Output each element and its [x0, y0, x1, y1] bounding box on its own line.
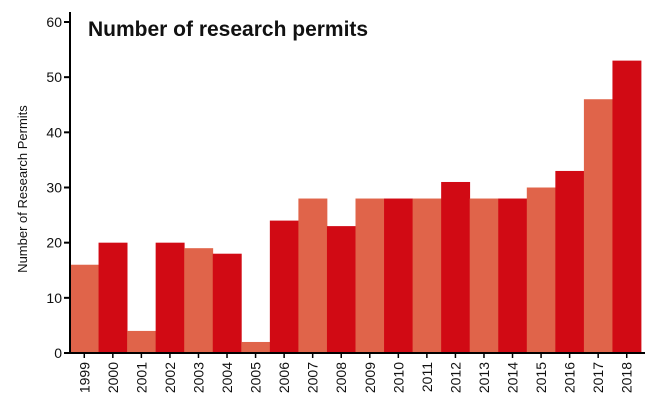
- x-tick-label-2009: 2009: [362, 362, 378, 393]
- y-tick-label: 20: [46, 235, 62, 251]
- y-ticks-group: 0 10 20 30 40 50 60: [46, 14, 70, 361]
- bar-2002: [155, 242, 185, 353]
- bar-2004: [212, 253, 242, 353]
- y-axis-label: Number of Research Permits: [15, 105, 30, 273]
- x-ticks-group: 1999 2000 2001 2002 2003 2004 2005 2006 2007 2008…: [76, 353, 635, 393]
- y-tick-label: 30: [46, 180, 62, 196]
- bar-2009: [355, 198, 385, 353]
- bar-2015: [526, 187, 556, 353]
- y-tick-label: 50: [46, 69, 62, 85]
- x-tick-label-2013: 2013: [476, 362, 492, 393]
- bar-2012: [441, 181, 471, 353]
- x-tick-label-2005: 2005: [248, 362, 264, 393]
- bars-group: [70, 60, 642, 354]
- x-tick-label-1999: 1999: [76, 362, 92, 393]
- x-tick-label-2017: 2017: [590, 362, 606, 393]
- y-tick-label: 60: [46, 14, 62, 30]
- bar-2005: [241, 341, 271, 353]
- chart-title: Number of research permits: [88, 18, 368, 41]
- x-tick-label-2007: 2007: [305, 362, 321, 393]
- x-tick-label-2018: 2018: [619, 362, 635, 393]
- bar-2017: [583, 99, 613, 353]
- bar-2003: [184, 248, 214, 353]
- x-tick-label-2012: 2012: [447, 362, 463, 393]
- x-tick-label-2001: 2001: [133, 362, 149, 393]
- x-tick-label-2000: 2000: [105, 362, 121, 393]
- y-tick-label: 40: [46, 124, 62, 140]
- bar-2007: [298, 198, 328, 353]
- x-tick-label-2016: 2016: [562, 362, 578, 393]
- bar-2014: [498, 198, 528, 353]
- x-tick-label-2003: 2003: [190, 362, 206, 393]
- x-tick-label-2004: 2004: [219, 362, 235, 393]
- bar-2018: [612, 60, 642, 354]
- bar-2010: [384, 198, 413, 353]
- x-tick-label-2015: 2015: [533, 362, 549, 393]
- y-tick-label: 10: [46, 290, 62, 306]
- bar-2000: [98, 242, 128, 353]
- bar-2011: [412, 198, 442, 353]
- bar-2013: [469, 198, 499, 353]
- bar-2006: [269, 220, 299, 353]
- bar-2016: [555, 170, 585, 353]
- axes-group: [69, 12, 645, 354]
- bar-2008: [326, 226, 356, 353]
- x-tick-label-2008: 2008: [333, 362, 349, 393]
- bar-1999: [70, 264, 99, 353]
- x-tick-label-2010: 2010: [390, 362, 406, 393]
- bar-2001: [127, 330, 157, 353]
- x-tick-label-2006: 2006: [276, 362, 292, 393]
- x-tick-label-2011: 2011: [419, 362, 435, 392]
- x-tick-label-2014: 2014: [505, 362, 521, 393]
- y-tick-label: 0: [54, 345, 62, 361]
- x-tick-label-2002: 2002: [162, 362, 178, 393]
